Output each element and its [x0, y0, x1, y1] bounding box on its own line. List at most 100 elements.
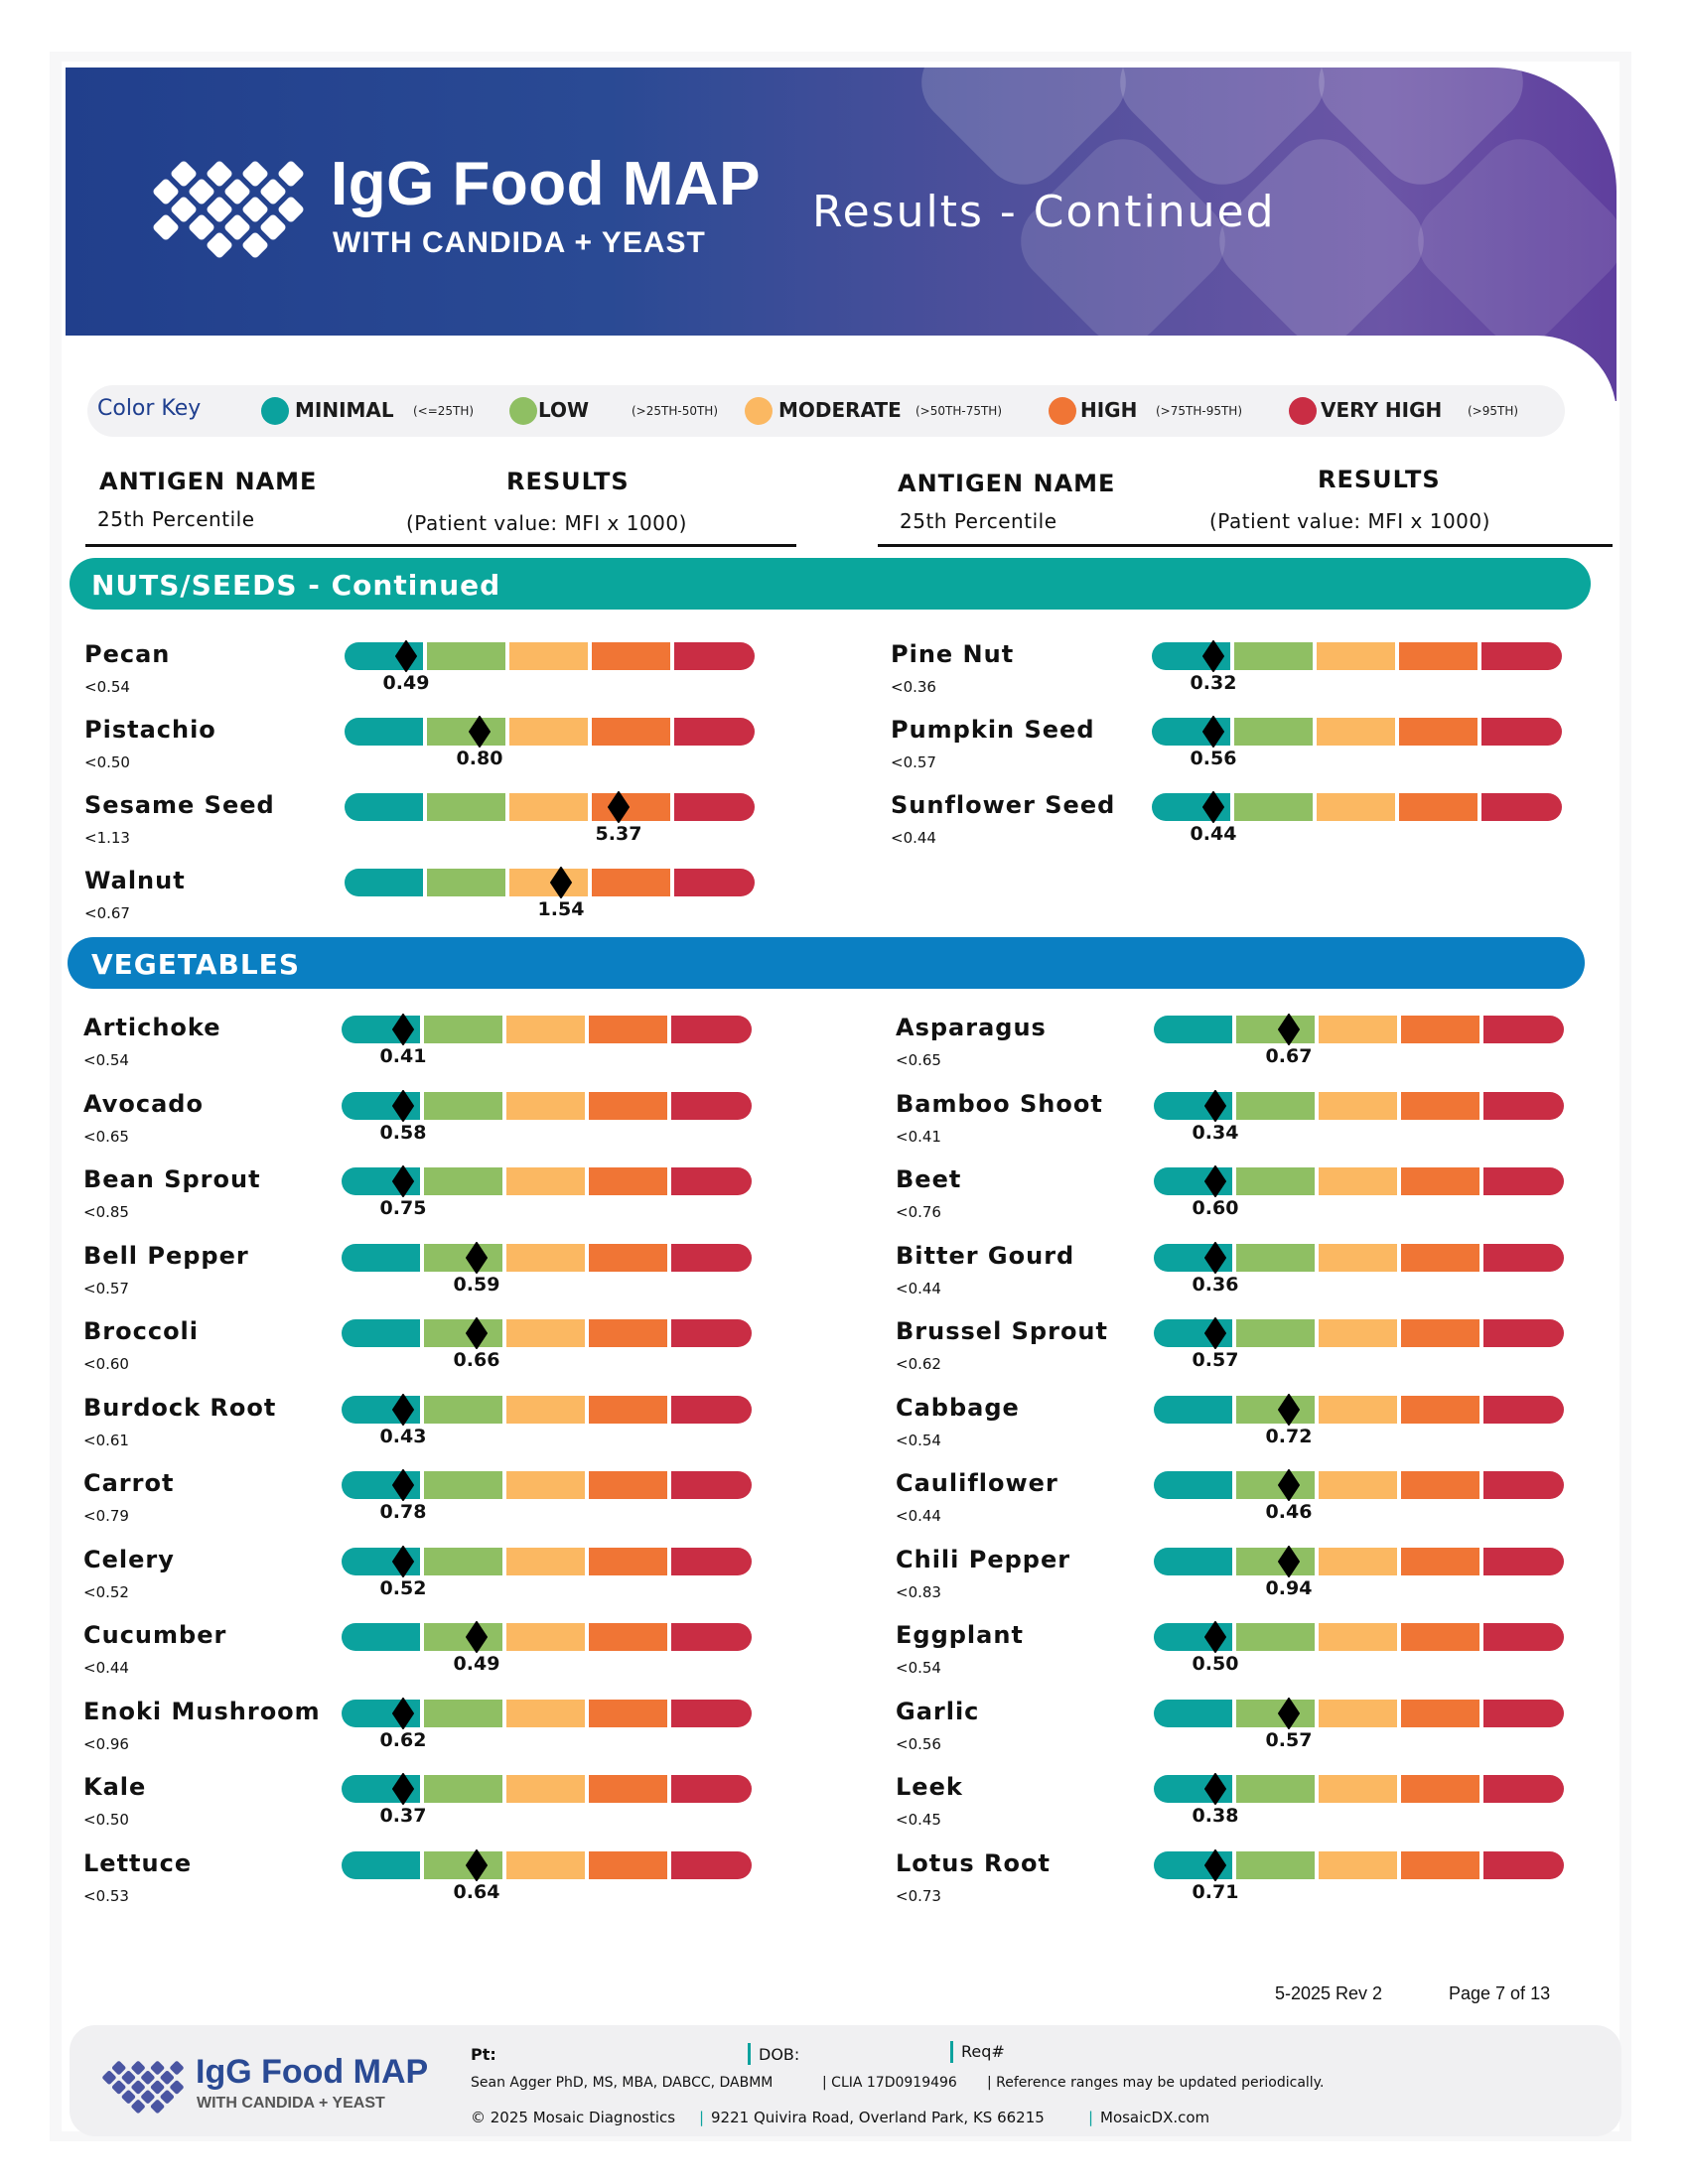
result-scale-carrot: 0.78 — [342, 1469, 752, 1523]
scale-segment-very-high — [1483, 1775, 1564, 1803]
footer-logo-icon — [102, 2061, 184, 2114]
result-scale-bell-pepper: 0.59 — [342, 1242, 752, 1296]
scale-segment-moderate — [1319, 1016, 1397, 1043]
scale-segment-high — [589, 1851, 667, 1879]
scale-segment-very-high — [1481, 793, 1562, 821]
scale-segment-high — [1399, 718, 1477, 746]
scale-segment-moderate — [506, 1623, 585, 1651]
scale-segment-moderate — [1317, 718, 1395, 746]
antigen-name-bean-sprout: Bean Sprout — [83, 1165, 261, 1193]
scale-segment-moderate — [1319, 1775, 1397, 1803]
result-scale-pecan: 0.49 — [345, 640, 755, 694]
scale-segment-low — [424, 1700, 502, 1727]
result-value-pecan: 0.49 — [382, 672, 430, 694]
scale-segment-low — [424, 1623, 502, 1651]
result-marker-icon — [392, 1090, 414, 1122]
scale-segment-moderate — [1319, 1623, 1397, 1651]
result-scale-leek: 0.38 — [1154, 1773, 1564, 1827]
scale-segment-very-high — [671, 1244, 752, 1272]
result-value-garlic: 0.57 — [1265, 1729, 1313, 1751]
result-scale-walnut: 1.54 — [345, 867, 755, 920]
reference-range-bitter-gourd: <0.44 — [896, 1280, 941, 1297]
scale-segment-very-high — [1483, 1244, 1564, 1272]
results-header: RESULTS — [506, 468, 630, 495]
result-value-bean-sprout: 0.75 — [379, 1197, 427, 1219]
reference-range-pistachio: <0.50 — [84, 753, 130, 771]
result-scale-bamboo-shoot: 0.34 — [1154, 1090, 1564, 1144]
results-header-right: RESULTS — [1318, 466, 1441, 493]
scale-segment-moderate — [509, 718, 588, 746]
scale-segment-very-high — [1483, 1167, 1564, 1195]
result-marker-icon — [608, 791, 630, 823]
address: 9221 Quivira Road, Overland Park, KS 662… — [711, 2109, 1045, 2126]
result-value-walnut: 1.54 — [537, 898, 585, 920]
reference-range-asparagus: <0.65 — [896, 1051, 941, 1069]
reference-range-walnut: <0.67 — [84, 904, 130, 922]
result-scale-pistachio: 0.80 — [345, 716, 755, 769]
very-high-range: (>95TH) — [1468, 404, 1519, 418]
scale-segment-high — [589, 1548, 667, 1575]
scale-segment-moderate — [1317, 793, 1395, 821]
result-scale-lettuce: 0.64 — [342, 1849, 752, 1903]
scale-segment-low — [424, 1548, 502, 1575]
antigen-name-eggplant: Eggplant — [896, 1621, 1024, 1649]
result-value-sunflower-seed: 0.44 — [1190, 823, 1237, 845]
scale-segment-very-high — [1481, 718, 1562, 746]
result-value-cauliflower: 0.46 — [1265, 1501, 1313, 1523]
result-scale-artichoke: 0.41 — [342, 1014, 752, 1067]
scale-segment-low — [424, 1396, 502, 1424]
antigen-name-pecan: Pecan — [84, 640, 171, 668]
scale-segment-low — [424, 1319, 502, 1347]
scale-segment-minimal — [1154, 1471, 1232, 1499]
result-scale-pumpkin-seed: 0.56 — [1152, 716, 1562, 769]
scale-segment-low — [424, 1851, 502, 1879]
scale-segment-very-high — [671, 1016, 752, 1043]
antigen-name-leek: Leek — [896, 1773, 963, 1801]
scale-segment-moderate — [1319, 1548, 1397, 1575]
antigen-name-asparagus: Asparagus — [896, 1014, 1047, 1041]
result-marker-icon — [392, 1394, 414, 1426]
website[interactable]: MosaicDX.com — [1100, 2109, 1210, 2126]
scale-segment-low — [1236, 1775, 1315, 1803]
antigen-name-celery: Celery — [83, 1546, 175, 1573]
result-value-pine-nut: 0.32 — [1190, 672, 1237, 694]
result-marker-icon — [466, 1849, 488, 1881]
section-bar-nuts: NUTS/SEEDS - Continued — [70, 558, 1591, 610]
scale-segment-high — [592, 642, 670, 670]
scale-segment-moderate — [506, 1700, 585, 1727]
scale-segment-very-high — [671, 1623, 752, 1651]
result-marker-icon — [469, 716, 491, 748]
result-value-lettuce: 0.64 — [453, 1881, 500, 1903]
reference-range-lettuce: <0.53 — [83, 1887, 129, 1905]
scale-segment-very-high — [671, 1092, 752, 1120]
scale-segment-very-high — [671, 1167, 752, 1195]
scale-segment-moderate — [506, 1167, 585, 1195]
scale-segment-moderate — [506, 1016, 585, 1043]
reference-range-cucumber: <0.44 — [83, 1659, 129, 1677]
scale-segment-high — [1401, 1548, 1479, 1575]
scale-segment-minimal — [1154, 1548, 1232, 1575]
result-scale-bitter-gourd: 0.36 — [1154, 1242, 1564, 1296]
scale-segment-minimal — [342, 1623, 420, 1651]
scale-segment-very-high — [1483, 1700, 1564, 1727]
scale-segment-moderate — [506, 1548, 585, 1575]
scale-segment-high — [1401, 1016, 1479, 1043]
result-marker-icon — [1204, 1849, 1226, 1881]
copyright: © 2025 Mosaic Diagnostics — [471, 2109, 676, 2126]
results-unit-header-right: (Patient value: MFI x 1000) — [1209, 509, 1490, 533]
result-value-cucumber: 0.49 — [453, 1653, 500, 1675]
reference-range-beet: <0.76 — [896, 1203, 941, 1221]
divider: | — [699, 2109, 705, 2126]
scale-segment-very-high — [674, 718, 755, 746]
scale-segment-very-high — [1483, 1471, 1564, 1499]
antigen-name-pistachio: Pistachio — [84, 716, 216, 744]
antigen-name-sesame-seed: Sesame Seed — [84, 791, 275, 819]
scale-segment-low — [424, 1167, 502, 1195]
antigen-name-cabbage: Cabbage — [896, 1394, 1020, 1422]
antigen-name-lotus-root: Lotus Root — [896, 1849, 1051, 1877]
percentile-header-right: 25th Percentile — [900, 509, 1057, 533]
scale-segment-moderate — [1319, 1244, 1397, 1272]
scale-segment-high — [589, 1244, 667, 1272]
scale-segment-moderate — [1319, 1700, 1397, 1727]
result-scale-pine-nut: 0.32 — [1152, 640, 1562, 694]
